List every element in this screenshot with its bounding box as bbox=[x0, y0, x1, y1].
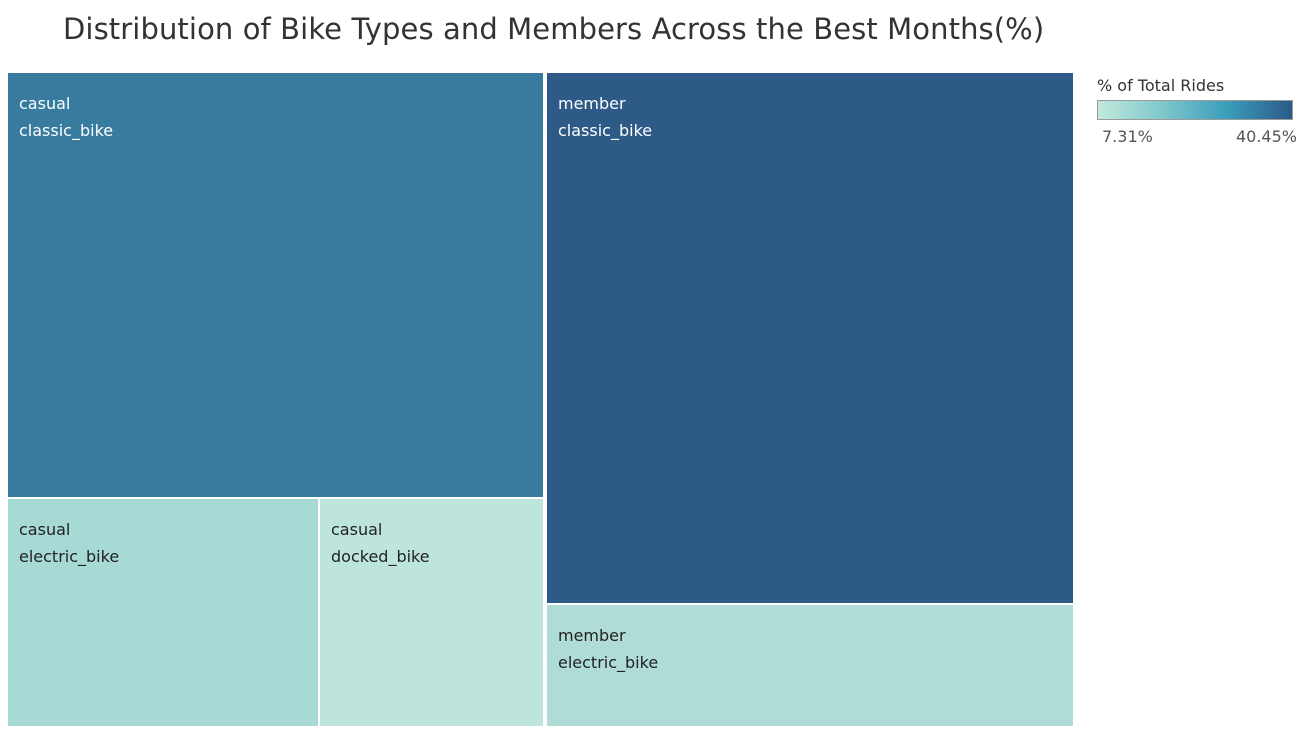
tile-bike-type: classic_bike bbox=[558, 121, 653, 140]
tile-bike-type: classic_bike bbox=[19, 121, 114, 140]
tile-label: member classic_bike bbox=[558, 90, 652, 144]
tile-label: casual electric_bike bbox=[19, 516, 119, 570]
color-legend: % of Total Rides 7.31% 40.45% bbox=[1097, 76, 1301, 147]
tile-member-type: member bbox=[558, 626, 626, 645]
legend-title: % of Total Rides bbox=[1097, 76, 1225, 95]
tile-label: casual docked_bike bbox=[331, 516, 430, 570]
tile-member-type: member bbox=[558, 94, 626, 113]
treemap-tile-member-electric-bike[interactable]: member electric_bike bbox=[547, 605, 1073, 726]
chart-title: Distribution of Bike Types and Members A… bbox=[63, 12, 1045, 46]
tile-bike-type: docked_bike bbox=[331, 547, 430, 566]
legend-gradient-bar bbox=[1097, 100, 1293, 120]
treemap: casual classic_bike casual electric_bike cas… bbox=[8, 73, 1073, 726]
tile-label: casual classic_bike bbox=[19, 90, 113, 144]
tile-member-type: casual bbox=[331, 520, 383, 539]
tile-member-type: casual bbox=[19, 520, 71, 539]
tile-bike-type: electric_bike bbox=[558, 653, 659, 672]
tile-bike-type: electric_bike bbox=[19, 547, 120, 566]
treemap-tile-member-classic-bike[interactable]: member classic_bike bbox=[547, 73, 1073, 603]
tile-member-type: casual bbox=[19, 94, 71, 113]
treemap-tile-casual-docked-bike[interactable]: casual docked_bike bbox=[320, 499, 543, 726]
legend-max-label: 40.45% bbox=[1235, 127, 1297, 146]
legend-labels: 7.31% 40.45% bbox=[1097, 123, 1297, 147]
tile-label: member electric_bike bbox=[558, 622, 658, 676]
treemap-tile-casual-classic-bike[interactable]: casual classic_bike bbox=[8, 73, 543, 497]
legend-min-label: 7.31% bbox=[1102, 127, 1153, 146]
treemap-tile-casual-electric-bike[interactable]: casual electric_bike bbox=[8, 499, 318, 726]
